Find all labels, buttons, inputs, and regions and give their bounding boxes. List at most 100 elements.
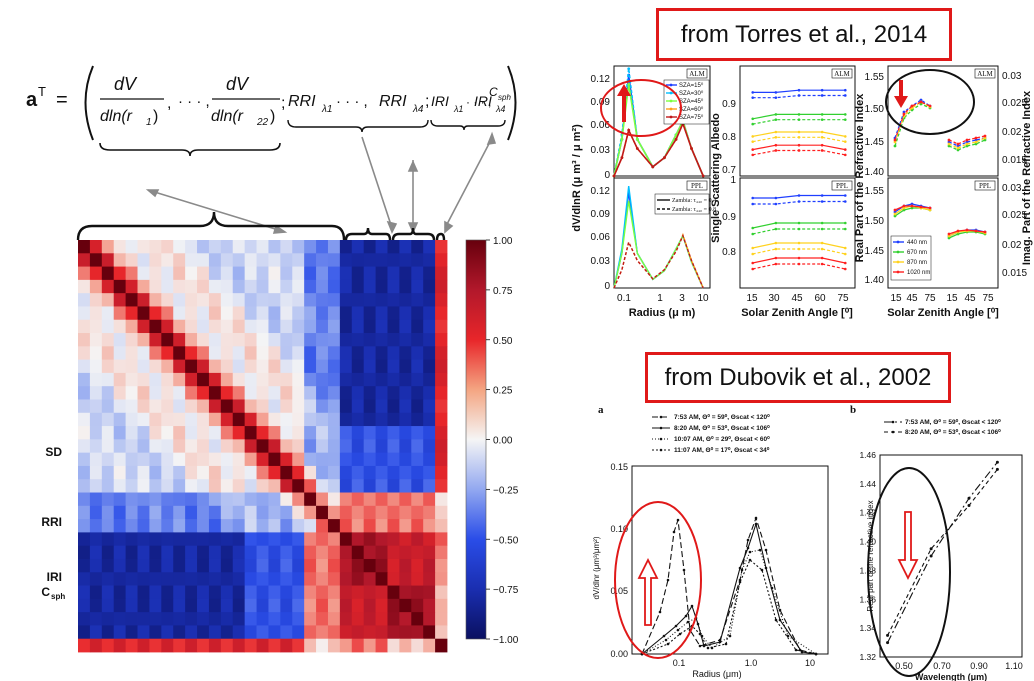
heatmap-cell xyxy=(149,585,162,600)
p1-top-point xyxy=(674,133,678,137)
heatmap-cell xyxy=(244,519,257,533)
heatmap-cell xyxy=(423,426,436,440)
heatmap-cell xyxy=(161,585,174,600)
heatmap-cell xyxy=(256,253,269,267)
heatmap-cell xyxy=(173,439,186,454)
heatmap-cell xyxy=(399,346,412,361)
dub-b-point xyxy=(967,496,971,500)
heatmap-cell xyxy=(423,492,436,507)
p2-point xyxy=(774,91,778,94)
heatmap-cell xyxy=(399,253,412,267)
heatmap-cell xyxy=(411,333,424,347)
heatmap-cell xyxy=(256,266,269,281)
heatmap-cell xyxy=(125,519,138,533)
p2-point xyxy=(774,227,778,231)
heatmap-cell xyxy=(101,372,115,387)
heatmap-cell xyxy=(363,306,376,321)
heatmap-cell xyxy=(113,266,127,281)
heatmap-cell xyxy=(113,585,127,600)
heatmap-cell xyxy=(220,585,234,600)
heatmap-cell xyxy=(197,612,210,626)
heatmap-cell xyxy=(387,266,400,281)
heatmap-cell xyxy=(375,306,388,321)
dub-b-point xyxy=(929,547,933,551)
heatmap-cell xyxy=(316,452,329,467)
heatmap-cell xyxy=(339,399,353,414)
p3-point xyxy=(928,208,932,212)
heatmap-cell xyxy=(292,545,305,560)
heatmap-cell xyxy=(375,505,388,520)
p2-point xyxy=(751,196,755,200)
p2-point xyxy=(797,118,801,121)
heatmap-cell xyxy=(375,465,388,480)
heatmap-cell xyxy=(101,585,115,600)
heatmap-cell xyxy=(268,532,281,547)
heatmap-cell xyxy=(351,638,365,653)
heatmap-cell xyxy=(232,399,246,414)
heatmap-cell xyxy=(435,279,448,294)
heatmap-cell xyxy=(375,612,388,626)
p2-point xyxy=(751,135,755,138)
heatmap-cell xyxy=(149,319,162,334)
heatmap-cell xyxy=(363,412,376,427)
p2-point xyxy=(774,118,778,121)
p3-point xyxy=(928,104,932,108)
heatmap-cell xyxy=(339,372,353,387)
equation-ellipsis-sd: · · · , xyxy=(178,93,210,110)
heatmap-cell xyxy=(137,572,150,586)
heatmap-cell xyxy=(197,585,210,600)
heatmap-cell xyxy=(435,253,448,267)
heatmap-cell xyxy=(351,306,365,321)
p3-line xyxy=(948,137,986,147)
p3-point xyxy=(947,140,951,144)
p3-point xyxy=(902,204,906,208)
heatmap-cell xyxy=(375,638,388,653)
heatmap-cell xyxy=(137,253,150,267)
heatmap-cell xyxy=(304,333,317,347)
row-label-sd: SD xyxy=(45,445,62,459)
heatmap-cell xyxy=(351,519,365,533)
heatmap-cell xyxy=(232,519,246,533)
heatmap-cell xyxy=(304,253,317,267)
dub-b-highlight-ellipse xyxy=(867,467,951,677)
p3-point xyxy=(974,136,978,140)
heatmap-cell xyxy=(161,293,174,307)
heatmap-cell xyxy=(197,333,210,347)
heatmap-cell xyxy=(185,465,198,480)
heatmap-cell xyxy=(304,306,317,321)
heatmap-cell xyxy=(220,240,234,254)
heatmap-cell xyxy=(268,612,281,626)
heatmap-cell xyxy=(125,399,138,414)
heatmap-cell xyxy=(256,372,269,387)
dub-b-xtick: 0.50 xyxy=(895,661,913,671)
heatmap-cell xyxy=(327,479,341,493)
heatmap-cell xyxy=(89,479,103,493)
heatmap-cell xyxy=(423,372,436,387)
p1-ytick-top: 0.09 xyxy=(591,97,611,108)
heatmap-cell xyxy=(185,319,198,334)
heatmap-cell xyxy=(125,253,138,267)
heatmap-cell xyxy=(220,545,234,560)
p2-point xyxy=(774,262,778,266)
heatmap-cell xyxy=(137,386,150,400)
heatmap-cell xyxy=(125,279,138,294)
heatmap-cell xyxy=(197,505,210,520)
dub-a-point xyxy=(678,632,682,636)
p3-point xyxy=(919,100,923,104)
heatmap-cell xyxy=(208,240,222,254)
p2-point xyxy=(751,267,755,271)
heatmap-cell xyxy=(292,266,305,281)
heatmap-cell xyxy=(387,346,400,361)
heatmap-cell xyxy=(137,372,150,387)
heatmap-cell xyxy=(316,333,329,347)
heatmap-cell xyxy=(113,372,127,387)
p1-ylabel: dV/dlnR (μ m³ / μ m²) xyxy=(571,124,583,232)
equation: a T = dV dln(r 1 ) , · · · , dV dln(r 22… xyxy=(26,65,517,234)
heatmap-cell xyxy=(101,399,115,414)
heatmap-cell xyxy=(173,359,186,374)
heatmap-cell xyxy=(101,532,115,547)
heatmap-cell xyxy=(375,319,388,334)
heatmap-cell xyxy=(423,452,436,467)
heatmap-cell xyxy=(244,572,257,586)
heatmap-cell xyxy=(197,399,210,414)
